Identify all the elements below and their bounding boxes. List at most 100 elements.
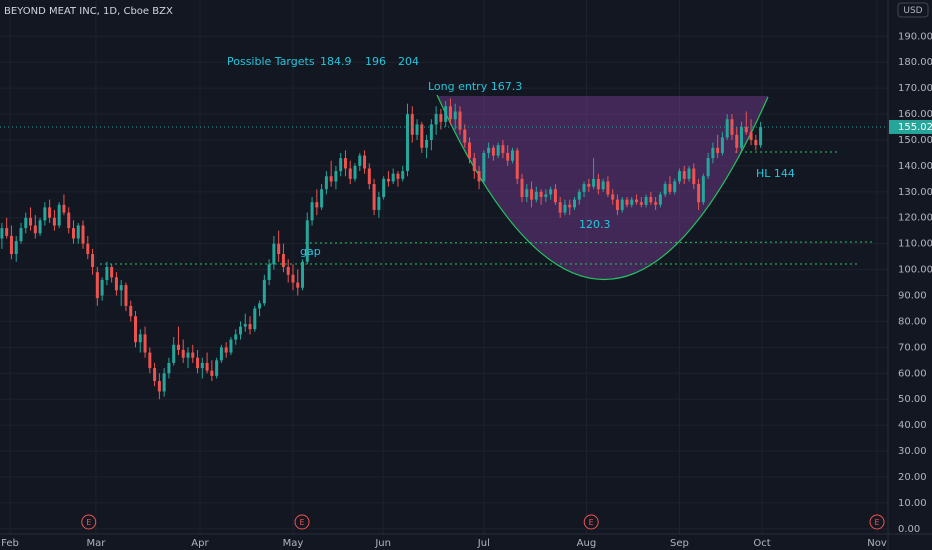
candle-body bbox=[358, 155, 362, 166]
y-tick-label: 100.00 bbox=[898, 265, 932, 276]
candle-body bbox=[434, 114, 438, 125]
candle-body bbox=[716, 147, 720, 153]
candle-body bbox=[654, 202, 658, 205]
candle-body bbox=[759, 126, 763, 146]
currency: USD bbox=[903, 6, 922, 16]
candle-body bbox=[14, 241, 18, 255]
candle-body bbox=[71, 228, 75, 239]
candle-body bbox=[100, 279, 104, 296]
candle-body bbox=[487, 147, 491, 153]
candle-body bbox=[52, 217, 56, 226]
candle-body bbox=[673, 181, 677, 192]
candle-body bbox=[9, 235, 13, 255]
candle-body bbox=[176, 344, 180, 350]
candle-body bbox=[143, 334, 147, 353]
candle-body bbox=[606, 181, 610, 195]
candle-body bbox=[448, 106, 452, 120]
candle-body bbox=[38, 220, 42, 234]
candle-body bbox=[429, 124, 433, 140]
candle-body bbox=[744, 127, 748, 133]
x-tick-label: Jul bbox=[477, 538, 490, 549]
candle-body bbox=[706, 158, 710, 177]
candle-body bbox=[372, 184, 376, 210]
candle-body bbox=[425, 139, 429, 148]
y-tick-label: 160.00 bbox=[898, 109, 932, 120]
candle-body bbox=[544, 194, 548, 198]
candle-body bbox=[219, 347, 223, 361]
last-price-label: 155.02 bbox=[898, 122, 932, 133]
candle-body bbox=[382, 178, 386, 198]
target: 204 bbox=[398, 55, 419, 68]
candle-body bbox=[172, 344, 176, 363]
y-tick-label: 170.00 bbox=[898, 83, 932, 94]
hl-note: HL 144 bbox=[756, 167, 795, 180]
candle-body bbox=[305, 220, 309, 262]
candle-body bbox=[81, 225, 85, 244]
candle-body bbox=[205, 362, 209, 371]
candle-body bbox=[730, 119, 734, 135]
candle-body bbox=[615, 199, 619, 210]
candle-body bbox=[86, 243, 90, 255]
y-tick-label: 20.00 bbox=[898, 472, 927, 483]
candle-body bbox=[577, 191, 581, 200]
candle-body bbox=[114, 277, 118, 291]
candle-body bbox=[420, 124, 424, 148]
candle-body bbox=[353, 165, 357, 179]
candle-body bbox=[281, 254, 285, 267]
candle-body bbox=[301, 261, 305, 288]
grid bbox=[0, 0, 888, 534]
candle-body bbox=[625, 199, 629, 205]
candle-body bbox=[186, 352, 190, 358]
candle-body bbox=[43, 207, 47, 221]
candle-body bbox=[601, 181, 605, 190]
y-tick-label: 50.00 bbox=[898, 394, 927, 405]
candle-body bbox=[167, 362, 171, 374]
y-tick-label: 130.00 bbox=[898, 187, 932, 198]
candle-body bbox=[0, 228, 4, 239]
candle-body bbox=[29, 217, 33, 226]
target: 196 bbox=[365, 55, 386, 68]
candle-body bbox=[267, 264, 271, 280]
candle-body bbox=[506, 152, 510, 161]
candle-body bbox=[649, 197, 653, 203]
candle-body bbox=[458, 111, 462, 130]
candle-body bbox=[191, 352, 195, 358]
candle-body bbox=[153, 368, 157, 382]
candle-body bbox=[196, 357, 200, 369]
candle-body bbox=[644, 197, 648, 205]
y-tick-label: 90.00 bbox=[898, 291, 927, 302]
candle-body bbox=[258, 303, 262, 309]
candle-body bbox=[630, 199, 634, 205]
candle-body bbox=[339, 158, 343, 172]
low-note: 120.3 bbox=[579, 218, 611, 231]
candle-body bbox=[391, 173, 395, 182]
x-tick-label: Oct bbox=[753, 538, 770, 549]
candle-body bbox=[444, 106, 448, 122]
x-tick-label: Apr bbox=[191, 538, 209, 549]
candle-body bbox=[67, 212, 71, 229]
y-tick-label: 60.00 bbox=[898, 368, 927, 379]
candle-body bbox=[315, 202, 319, 208]
candle-body bbox=[5, 228, 9, 236]
candle-body bbox=[377, 197, 381, 210]
candle-body bbox=[472, 158, 476, 172]
candle-body bbox=[720, 137, 724, 153]
candle-body bbox=[401, 171, 405, 179]
candle-body bbox=[530, 189, 534, 200]
candle-body bbox=[611, 194, 615, 200]
candle-body bbox=[200, 362, 204, 369]
candle-body bbox=[320, 189, 324, 208]
candle-body bbox=[286, 267, 290, 275]
candle-body bbox=[310, 202, 314, 221]
x-tick-label: Feb bbox=[1, 538, 19, 549]
candle-body bbox=[582, 184, 586, 192]
candle-body bbox=[635, 199, 639, 203]
candle-body bbox=[129, 305, 133, 317]
candle-body bbox=[620, 199, 624, 210]
candle-body bbox=[291, 274, 295, 283]
earnings-label: E bbox=[300, 518, 305, 527]
candle-body bbox=[57, 204, 61, 226]
candle-body bbox=[95, 272, 99, 299]
candle-body bbox=[663, 184, 667, 195]
